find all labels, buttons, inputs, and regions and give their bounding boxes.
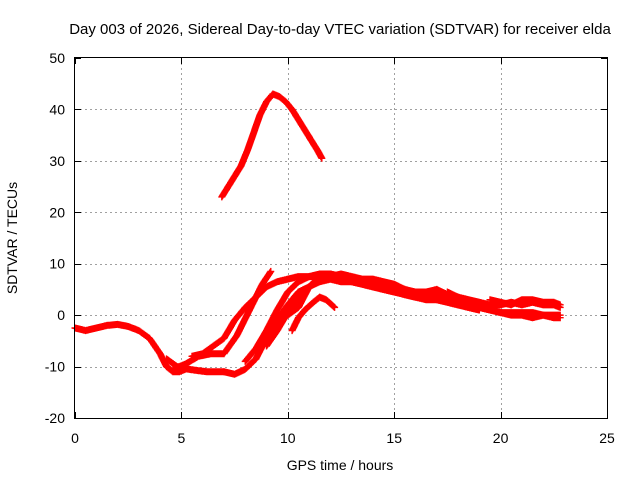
plus-marker-trace [486, 296, 564, 309]
grid-lines [75, 58, 607, 418]
x-tick-label: 20 [493, 430, 509, 446]
x-tick-label: 25 [599, 430, 615, 446]
x-tick-labels: 0 5 10 15 20 25 [71, 430, 615, 446]
plus-marker-trace [443, 288, 564, 322]
series-arc-13 [486, 296, 564, 309]
data-points [71, 90, 564, 378]
x-axis-label: GPS time / hours [287, 457, 394, 473]
y-tick-label: 30 [49, 153, 65, 169]
x-tick-label: 15 [386, 430, 402, 446]
series-arc-14 [218, 90, 326, 201]
series-arc-8 [288, 293, 339, 335]
series-arc-12 [443, 288, 564, 322]
x-tick-label: 5 [178, 430, 186, 446]
chart-title: Day 003 of 2026, Sidereal Day-to-day VTE… [69, 21, 611, 38]
x-tick-label: 0 [71, 430, 79, 446]
y-tick-label: 10 [49, 256, 65, 272]
plot-frame [74, 57, 608, 419]
y-tick-labels: -20 -10 0 10 20 30 40 50 [45, 50, 65, 426]
y-tick-label: 50 [49, 50, 65, 66]
y-tick-label: -10 [45, 359, 65, 375]
y-tick-label: 0 [57, 307, 65, 323]
plus-marker-trace [288, 293, 339, 335]
y-tick-label: 20 [49, 204, 65, 220]
y-axis-label: SDTVAR / TECUs [4, 182, 20, 294]
axis-ticks [75, 58, 608, 419]
x-tick-label: 10 [280, 430, 296, 446]
y-tick-label: -20 [45, 410, 65, 426]
plus-marker-trace [218, 90, 326, 201]
y-tick-label: 40 [49, 101, 65, 117]
